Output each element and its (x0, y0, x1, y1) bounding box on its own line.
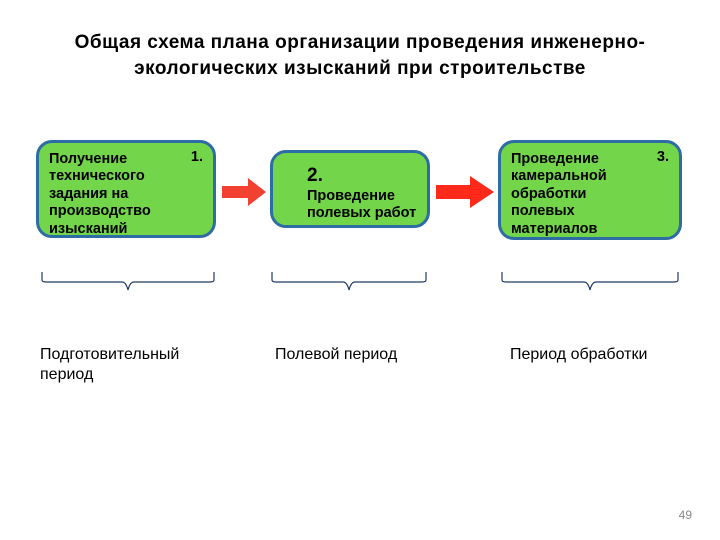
arrow-2 (436, 176, 494, 208)
bracket-2 (270, 270, 428, 294)
arrow-1 (222, 178, 266, 206)
page-number: 49 (679, 508, 692, 522)
bracket-3 (500, 270, 680, 294)
step-box-2: 2. Проведение полевых работ (270, 150, 430, 228)
step-box-1-text: Получение технического задания на произв… (49, 151, 151, 237)
slide-title: Общая схема плана организации проведения… (0, 0, 720, 81)
step-box-3: Проведение камеральной обработки полевых… (498, 140, 682, 240)
period-label-1: Подготовительный период (40, 345, 210, 385)
period-label-2: Полевой период (275, 345, 445, 365)
step-box-1: Получение технического задания на произв… (36, 140, 216, 238)
step-box-3-body: Проведение камеральной обработки полевых… (511, 151, 669, 238)
step-box-2-number: 2. (307, 165, 323, 186)
period-label-3: Период обработки (510, 345, 680, 365)
step-box-2-body: Проведение полевых работ (307, 188, 416, 221)
step-box-1-number: 1. (191, 149, 203, 166)
step-box-1-body: Получение технического задания на произв… (49, 151, 151, 237)
bracket-1 (40, 270, 216, 294)
step-box-3-number: 3. (657, 149, 669, 166)
